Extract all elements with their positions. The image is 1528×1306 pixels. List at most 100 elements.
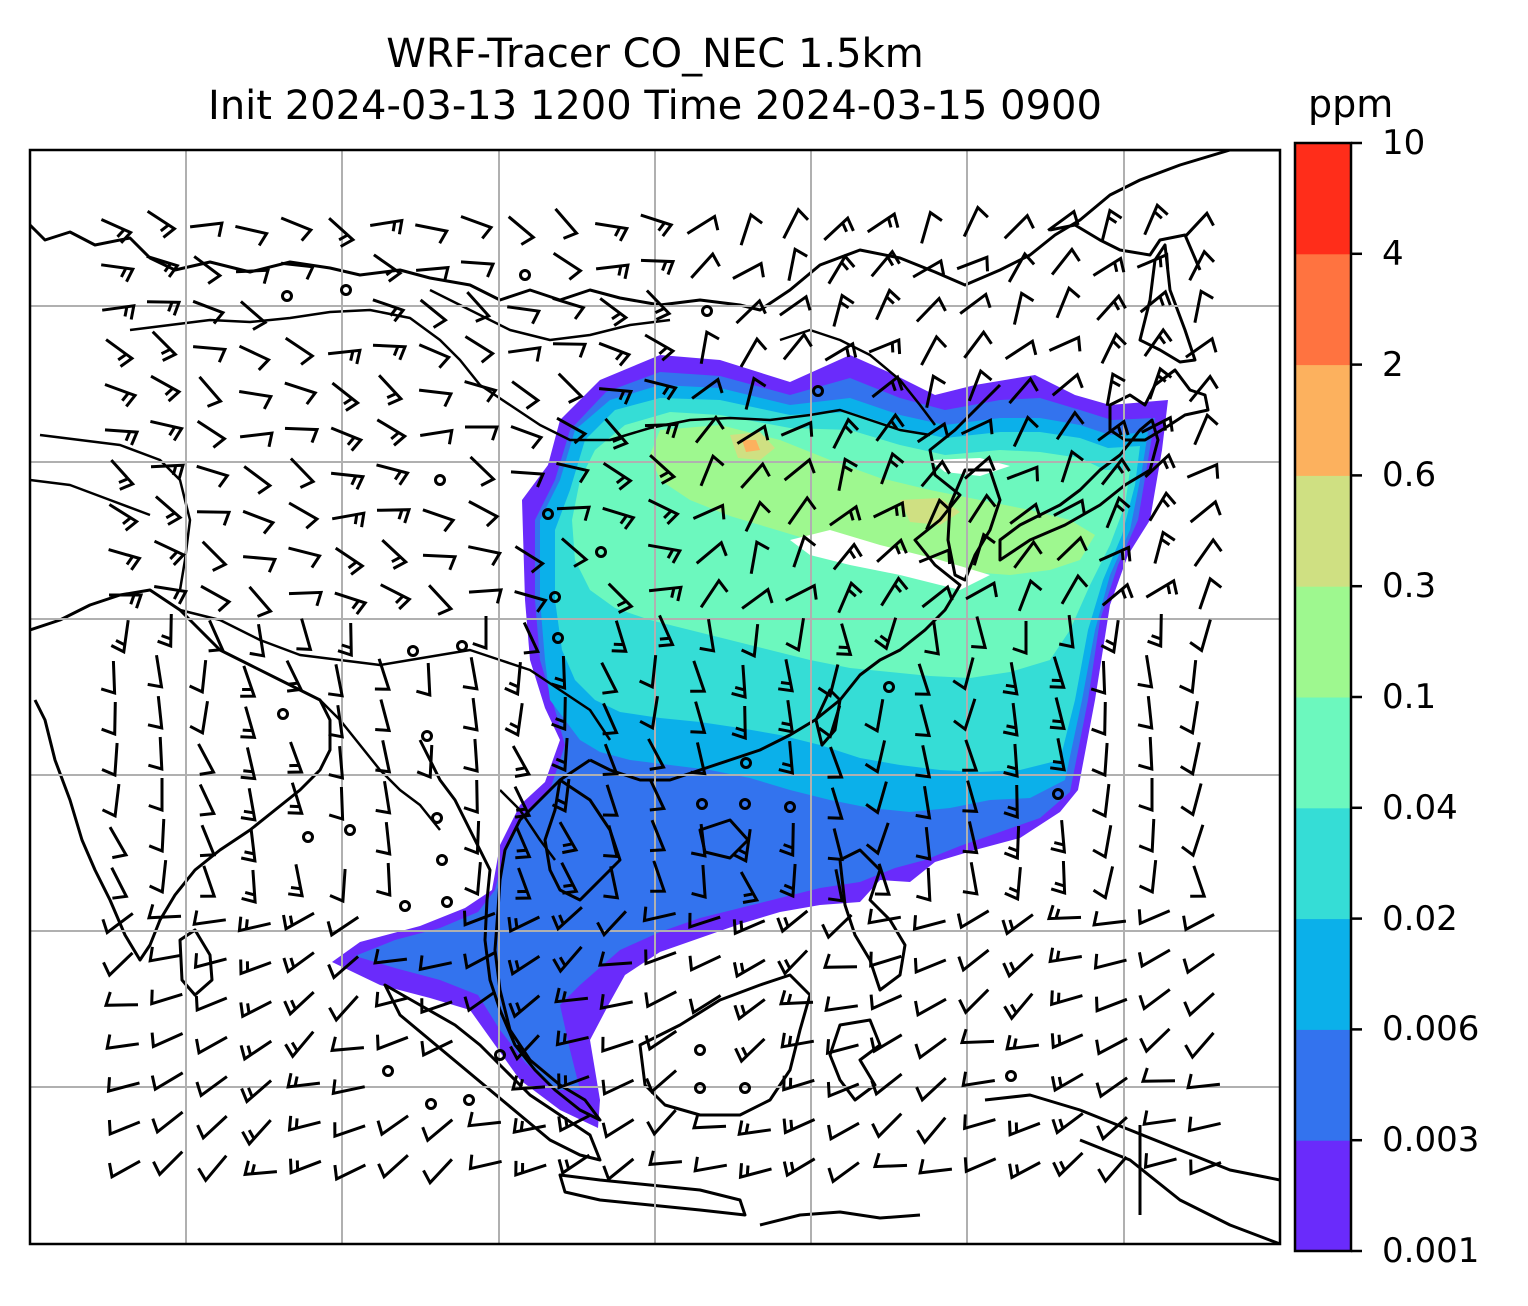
calm-wind-marker	[277, 708, 289, 720]
wind-barb	[825, 1039, 859, 1056]
wind-barb	[463, 910, 496, 927]
wind-barb	[557, 372, 584, 404]
calm-wind-marker	[436, 854, 448, 866]
wind-barb	[956, 909, 990, 930]
wind-barb	[108, 826, 129, 860]
wind-barb	[776, 909, 809, 934]
wind-barb	[972, 532, 996, 566]
wind-barb	[1188, 249, 1216, 281]
wind-barb	[1193, 412, 1219, 446]
wind-barb	[327, 664, 344, 698]
wind-barb	[1100, 619, 1120, 655]
wind-barb	[552, 296, 586, 320]
wind-barb	[1008, 376, 1039, 405]
wind-barb	[782, 1075, 815, 1092]
wind-barb	[105, 338, 135, 368]
country-borders	[30, 288, 936, 861]
wind-barb	[189, 221, 224, 238]
wind-barb	[914, 997, 947, 1018]
wind-barb	[603, 865, 620, 900]
wind-barb	[778, 740, 795, 775]
wind-barb	[380, 583, 412, 611]
coast-sulawesi	[828, 1018, 882, 1102]
wind-barb	[243, 465, 273, 495]
wind-barb	[199, 824, 217, 858]
wind-barb	[1092, 256, 1126, 277]
wind-barb	[738, 1163, 772, 1180]
wind-barb	[238, 390, 274, 410]
wind-barb	[551, 906, 583, 932]
wind-barb	[1050, 860, 1067, 896]
wind-barb	[1093, 953, 1127, 970]
wind-barb	[512, 1117, 546, 1134]
wind-barb	[880, 575, 909, 607]
wind-barb	[1095, 1037, 1128, 1056]
wind-barb	[1105, 495, 1131, 529]
wind-barb	[827, 746, 844, 779]
wind-barb	[416, 744, 434, 780]
wind-barb	[373, 948, 408, 965]
wind-barb	[1181, 824, 1205, 858]
wind-barb	[467, 545, 503, 567]
wind-barb	[600, 662, 619, 695]
wind-barb	[595, 263, 630, 280]
wind-barb	[644, 333, 676, 362]
wind-barb	[100, 660, 117, 696]
wind-barb	[467, 1111, 502, 1128]
calm-wind-marker	[739, 1082, 751, 1094]
wind-barb	[1105, 371, 1126, 407]
wind-barb	[147, 695, 164, 730]
wind-barb	[915, 295, 947, 323]
wind-barb	[1137, 654, 1154, 689]
wind-barb	[376, 463, 410, 486]
wind-barb	[602, 506, 636, 530]
wind-barb	[241, 1119, 272, 1147]
wind-barb	[282, 951, 315, 974]
wind-barb	[607, 582, 634, 614]
wind-barb	[507, 215, 536, 246]
wind-barb	[959, 291, 992, 315]
wind-barb	[513, 785, 532, 819]
wind-barb	[1048, 947, 1083, 964]
colorbar-band	[1295, 364, 1351, 476]
wind-barb	[777, 949, 809, 977]
wind-barb	[914, 1037, 947, 1060]
wind-barb	[691, 1113, 727, 1130]
wind-barb	[1138, 818, 1156, 854]
wind-barb	[1058, 614, 1075, 649]
wind-barb	[1098, 545, 1132, 562]
map-plot-area	[30, 150, 1280, 1244]
wind-barb	[1007, 251, 1036, 283]
wind-barb	[508, 994, 541, 1019]
wind-barb	[102, 951, 134, 978]
wind-barb	[372, 298, 406, 323]
wind-barb	[153, 539, 187, 566]
wind-barb	[551, 696, 567, 732]
wind-barb	[1178, 659, 1198, 695]
wind-barb	[1100, 332, 1127, 365]
wind-barb	[779, 863, 797, 899]
wind-barb	[749, 539, 770, 575]
wind-barb	[193, 953, 227, 970]
wind-barb	[148, 818, 166, 854]
wind-barb	[732, 261, 765, 280]
wind-barb	[699, 329, 720, 365]
wind-barb	[511, 380, 541, 410]
wind-barb	[104, 428, 140, 446]
wind-barb	[240, 828, 257, 863]
wind-barb	[880, 451, 905, 485]
calm-wind-marker	[425, 1098, 437, 1110]
wind-barb	[1049, 656, 1066, 689]
wind-barb	[602, 743, 619, 776]
wind-barb	[1091, 783, 1111, 819]
wind-barb	[1091, 742, 1109, 778]
wind-barb	[869, 1033, 903, 1054]
wind-barb	[1188, 374, 1219, 403]
coast-india	[30, 588, 332, 962]
wind-barb	[189, 700, 209, 736]
wind-barb	[779, 822, 795, 858]
wind-barb	[962, 204, 989, 238]
wind-barb	[1017, 578, 1043, 612]
wind-barb	[376, 418, 408, 447]
